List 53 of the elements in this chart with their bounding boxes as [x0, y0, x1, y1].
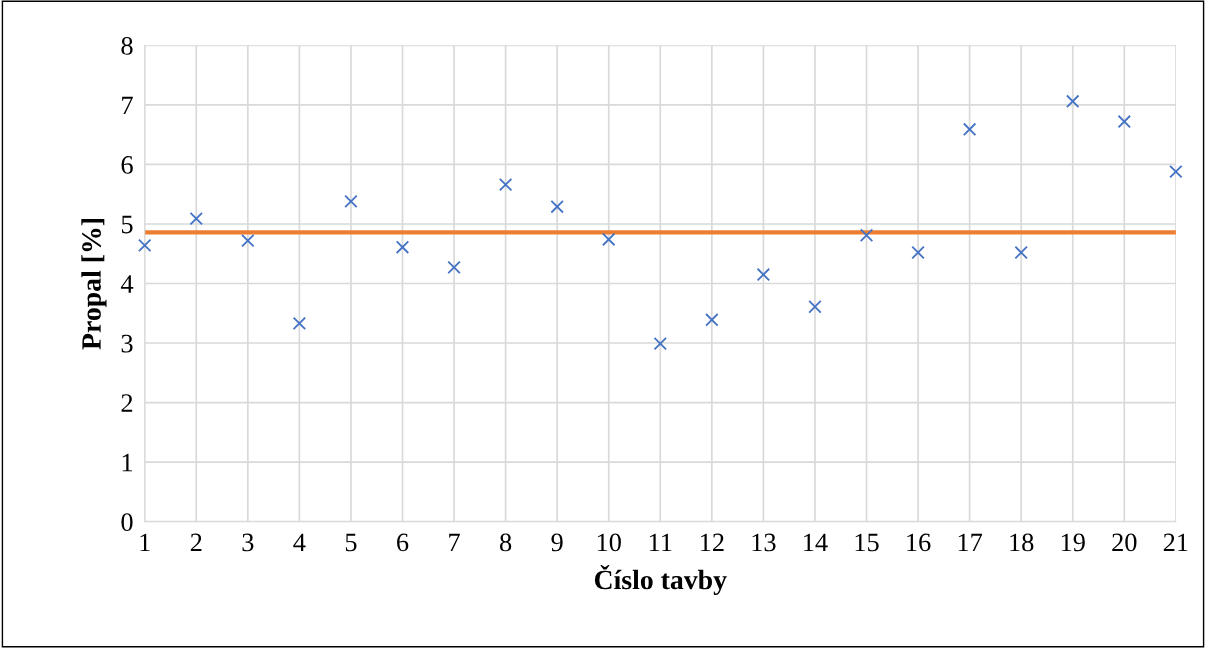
x-tick-label: 18	[1010, 533, 1034, 552]
point	[241, 233, 255, 248]
point	[447, 260, 461, 275]
point	[859, 228, 874, 242]
point	[911, 245, 925, 260]
y-tick-label: 0	[121, 513, 133, 532]
point	[756, 267, 771, 282]
x-tick-label: 4	[293, 533, 306, 552]
y-tick-label: 2	[121, 394, 133, 412]
x-tick-label: 11	[649, 533, 672, 552]
point	[550, 199, 564, 214]
point	[1066, 94, 1080, 109]
y-tick-label: 7	[122, 96, 133, 115]
x-axis-title: Číslo tavby	[594, 565, 727, 596]
y-tick-label: 8	[121, 36, 133, 55]
y-tick-label: 6	[121, 156, 133, 174]
point	[189, 211, 203, 226]
point	[292, 316, 307, 331]
x-tick-label: 13	[752, 533, 776, 552]
point	[1014, 245, 1028, 260]
x-tick-label: 8	[500, 533, 512, 552]
point	[705, 313, 719, 327]
y-tick-label: 4	[120, 275, 134, 293]
y-tick-label: 5	[121, 215, 133, 234]
point	[498, 177, 513, 192]
point	[962, 122, 977, 137]
x-tick-label: 12	[700, 533, 724, 552]
x-tick-label: 19	[1061, 533, 1085, 552]
point	[602, 232, 616, 247]
y-axis-title: Propal [%]	[81, 219, 107, 350]
point	[653, 336, 667, 351]
x-tick-label: 5	[345, 533, 357, 552]
x-tick-label: 1	[140, 533, 150, 552]
x-tick-label: 6	[397, 533, 409, 552]
point	[1169, 164, 1183, 179]
point	[138, 238, 152, 253]
x-tick-label: 10	[597, 533, 621, 552]
x-tick-label: 21	[1163, 533, 1188, 552]
point	[1117, 114, 1132, 129]
y-tick-label: 1	[122, 453, 133, 472]
x-tick-label: 2	[190, 533, 202, 552]
y-tick-label: 3	[121, 334, 133, 353]
x-tick-label: 14	[804, 533, 828, 552]
x-tick-label: 3	[242, 533, 254, 552]
point	[395, 240, 410, 254]
point	[808, 300, 822, 314]
x-tick-label: 7	[449, 533, 460, 552]
x-tick-label: 17	[958, 533, 983, 552]
x-tick-label: 9	[551, 533, 563, 552]
point	[344, 194, 358, 209]
x-tick-label: 20	[1112, 533, 1137, 552]
x-tick-label: 16	[907, 533, 931, 552]
x-tick-label: 15	[855, 533, 879, 552]
